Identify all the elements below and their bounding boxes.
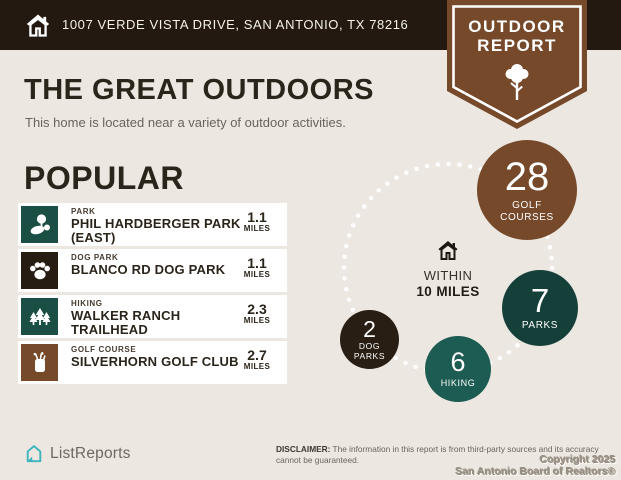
stat-circle-hiking: 6 HIKING: [425, 336, 491, 402]
page-subtitle: This home is located near a variety of o…: [25, 115, 346, 130]
item-category: DOG PARK: [71, 253, 119, 262]
stat-value: 2: [363, 315, 376, 342]
item-category: HIKING: [71, 299, 103, 308]
radius-center: WITHIN 10 MILES: [388, 238, 508, 299]
item-distance: 2.3 MILES: [231, 295, 283, 338]
badge-line1: OUTDOOR: [468, 17, 566, 36]
disclaimer-text: The information in this report is from t…: [276, 444, 599, 466]
home-icon: [24, 11, 52, 39]
distance-unit: MILES: [243, 362, 271, 371]
popular-list: PARK PHIL HARDBERGER PARK (EAST) 1.1 MIL…: [18, 203, 287, 387]
stat-value: 7: [530, 282, 550, 320]
stat-label: GOLF COURSES: [500, 200, 554, 223]
stat-circle-dog: 2 DOG PARKS: [340, 310, 399, 369]
list-item: GOLF COURSE SILVERHORN GOLF CLUB 2.7 MIL…: [18, 341, 287, 384]
stat-value: 6: [450, 347, 466, 378]
radius-label-line2: 10 MILES: [416, 284, 480, 299]
listreports-house-icon: [25, 444, 43, 463]
item-name: SILVERHORN GOLF CLUB: [71, 354, 239, 369]
pine-trees-icon: [21, 298, 58, 335]
stat-label: PARKS: [521, 320, 559, 332]
distance-value: 2.3: [247, 301, 267, 317]
list-item: PARK PHIL HARDBERGER PARK (EAST) 1.1 MIL…: [18, 203, 287, 246]
paw-icon: [21, 252, 58, 289]
golf-bag-icon: [21, 344, 58, 381]
copyright-watermark: Copyright 2025 San Antonio Board of Real…: [455, 454, 616, 479]
radius-label-line1: WITHIN: [423, 268, 473, 283]
distance-unit: MILES: [243, 270, 271, 279]
item-name: PHIL HARDBERGER PARK (EAST): [71, 216, 241, 245]
popular-heading: POPULAR: [24, 160, 184, 196]
item-distance: 1.1 MILES: [231, 249, 283, 292]
distance-unit: MILES: [243, 316, 271, 325]
home-icon: [435, 238, 461, 262]
distance-unit: MILES: [243, 224, 271, 233]
stat-circle-golf: 28 GOLF COURSES: [477, 140, 577, 240]
park-icon: [21, 206, 58, 243]
disclaimer: DISCLAIMER: The information in this repo…: [276, 444, 612, 466]
item-distance: 2.7 MILES: [231, 341, 283, 384]
list-item: DOG PARK BLANCO RD DOG PARK 1.1 MILES: [18, 249, 287, 292]
stat-label: HIKING: [440, 378, 476, 389]
outdoor-report-badge: OUTDOOR REPORT: [447, 0, 587, 129]
brand-name: ListReports: [50, 444, 131, 462]
distance-value: 1.1: [247, 209, 267, 225]
distance-value: 1.1: [247, 255, 267, 271]
page-title: THE GREAT OUTDOORS: [24, 74, 375, 106]
item-name: BLANCO RD DOG PARK: [71, 262, 226, 277]
item-category: GOLF COURSE: [71, 345, 137, 354]
badge-line2: REPORT: [477, 36, 557, 55]
item-distance: 1.1 MILES: [231, 203, 283, 246]
stat-circle-parks: 7 PARKS: [502, 270, 578, 346]
item-category: PARK: [71, 207, 96, 216]
listreports-logo: ListReports: [25, 444, 131, 463]
tree-icon: [500, 62, 534, 102]
stat-label: DOG PARKS: [353, 340, 386, 361]
list-item: HIKING WALKER RANCH TRAILHEAD 2.3 MILES: [18, 295, 287, 338]
disclaimer-label: DISCLAIMER:: [276, 444, 331, 454]
item-name: WALKER RANCH TRAILHEAD: [71, 308, 181, 337]
stat-value: 28: [504, 155, 550, 199]
property-address: 1007 VERDE VISTA DRIVE, SAN ANTONIO, TX …: [62, 17, 409, 32]
distance-value: 2.7: [247, 347, 267, 363]
